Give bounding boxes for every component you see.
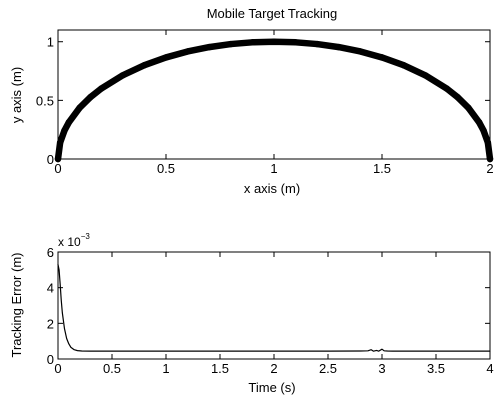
data-point <box>249 39 256 46</box>
trajectory-tick-labels: 0 0.5 1 1.5 2 0 0.5 1 <box>36 35 494 176</box>
y-tick-label: 0.5 <box>36 93 54 108</box>
data-point <box>76 104 83 112</box>
trajectory-plot-frame <box>57 29 491 160</box>
data-point <box>206 43 213 51</box>
data-point <box>292 39 299 46</box>
y-tick-label: 6 <box>47 245 54 260</box>
y-axis-title: Tracking Error (m) <box>9 253 24 358</box>
x-tick-label: 1.5 <box>211 361 229 376</box>
data-point <box>422 72 429 79</box>
y-multiplier-base: x 10 <box>58 235 81 249</box>
y-tick-label: 1 <box>47 35 54 50</box>
error-plot-frame <box>57 251 491 360</box>
y-tick-label: 4 <box>47 281 54 296</box>
y-tick-label: 0 <box>47 152 54 167</box>
data-point <box>378 54 386 61</box>
data-point <box>98 85 105 92</box>
y-multiplier-exponent: −3 <box>81 232 91 241</box>
y-axis-title: y axis (m) <box>9 67 24 123</box>
x-tick-label: 4 <box>486 361 493 376</box>
data-point <box>162 54 170 61</box>
data-point <box>119 72 127 79</box>
x-tick-label: 1 <box>270 161 277 176</box>
data-point <box>335 43 342 51</box>
x-tick-label: 3 <box>378 361 385 376</box>
x-tick-label: 1 <box>162 361 169 376</box>
data-point <box>65 119 73 126</box>
data-point <box>454 94 461 101</box>
x-tick-label: 3.5 <box>427 361 445 376</box>
x-tick-label: 2.5 <box>319 361 337 376</box>
y-tick-label: 2 <box>47 316 54 331</box>
data-point <box>484 139 492 146</box>
data-point <box>270 38 278 45</box>
x-tick-label: 0.5 <box>157 161 175 176</box>
x-tick-label: 0.5 <box>103 361 121 376</box>
x-tick-label: 0 <box>54 161 61 176</box>
data-point <box>476 119 483 126</box>
data-point <box>184 48 191 55</box>
x-tick-label: 2 <box>270 361 277 376</box>
error-series <box>57 263 491 352</box>
error-tick-labels: 0 0.5 1 1.5 2 2.5 3 3.5 4 0 2 4 6 <box>47 245 494 376</box>
data-point <box>56 139 64 146</box>
data-point <box>443 85 450 92</box>
tracking-error-chart: x 10−3 0 0.5 1 1.5 2 2.5 3 3.5 4 0 2 4 6 Time (s) Tr… <box>9 232 494 395</box>
trajectory-ticks <box>57 30 491 160</box>
x-tick-label: 2 <box>486 161 493 176</box>
trajectory-series <box>54 38 494 163</box>
data-point <box>480 127 487 134</box>
data-point <box>141 61 148 69</box>
x-axis-title: Time (s) <box>248 380 295 395</box>
x-axis-title: x axis (m) <box>244 181 300 196</box>
y-multiplier-label: x 10−3 <box>58 232 90 249</box>
data-point <box>465 104 472 112</box>
x-tick-label: 1.5 <box>373 161 391 176</box>
series-line <box>57 263 491 352</box>
data-point <box>227 40 234 48</box>
error-ticks <box>57 251 491 360</box>
data-point <box>61 127 68 134</box>
data-point <box>87 94 94 101</box>
series-line <box>54 38 494 163</box>
data-point <box>400 61 407 69</box>
data-point <box>54 155 62 163</box>
data-point <box>486 155 494 163</box>
data-point <box>357 48 364 55</box>
y-tick-label: 0 <box>47 352 54 367</box>
chart-title: Mobile Target Tracking <box>207 6 338 21</box>
data-point <box>314 40 321 48</box>
trajectory-chart: Mobile Target Tracking 0 0.5 1 1.5 2 0 0.5 1 x … <box>9 6 494 196</box>
x-tick-label: 0 <box>54 361 61 376</box>
